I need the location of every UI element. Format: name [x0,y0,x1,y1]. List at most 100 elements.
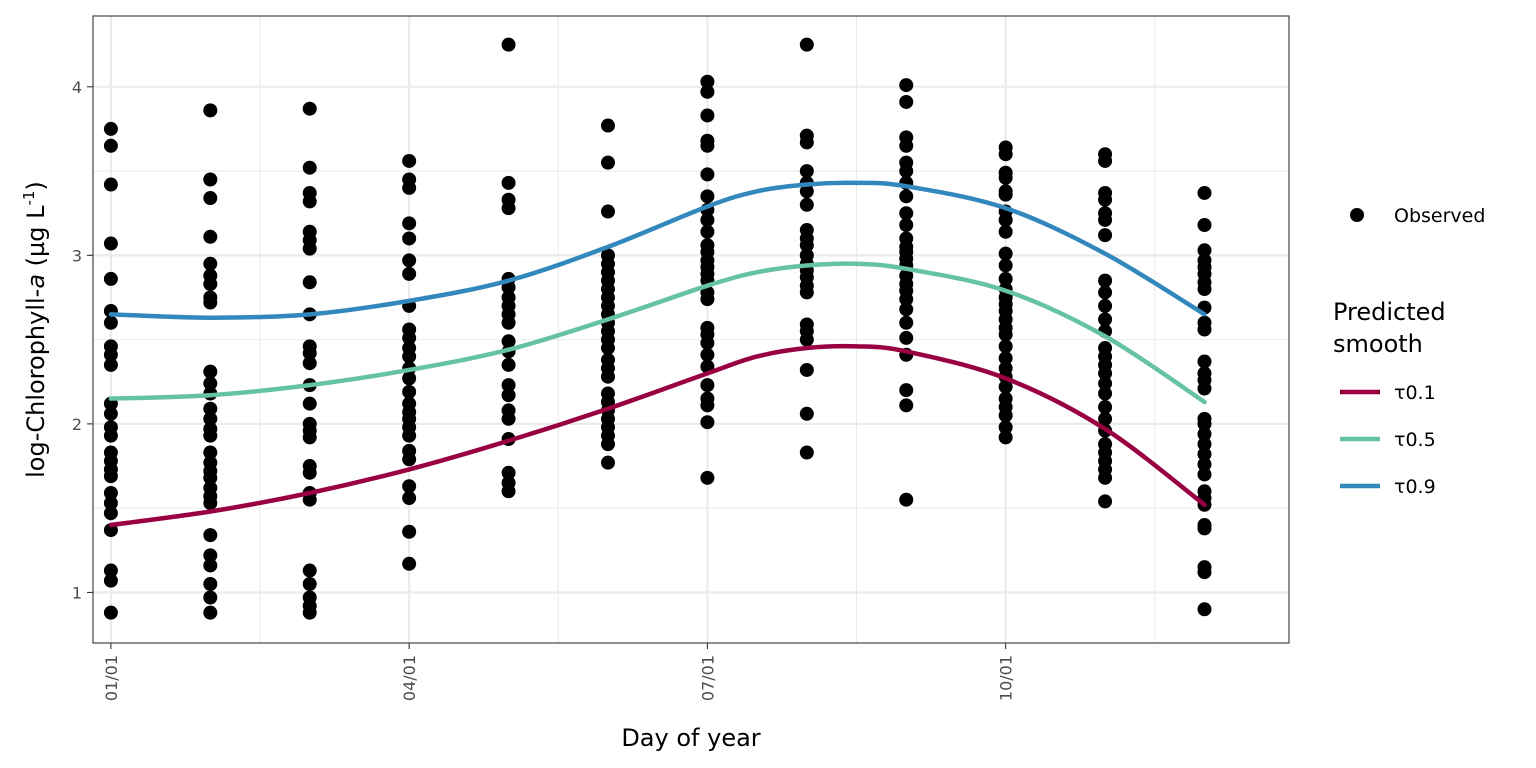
observed-point [799,238,814,253]
observed-point [998,212,1013,227]
observed-point [700,189,715,204]
observed-point [402,428,417,443]
smooth-lines [108,180,1207,528]
observed-point [402,384,417,399]
observed-point [700,74,715,89]
observed-point [998,246,1013,261]
observed-point [302,430,317,445]
observed-point [103,506,118,521]
observed-point [600,155,615,170]
observed-point [501,465,516,480]
observed-point [1197,416,1212,431]
observed-point [799,362,814,377]
legend-observed-label: Observed [1394,205,1485,227]
x-tick-label: 10/01 [997,655,1016,701]
observed-point [402,479,417,494]
observed-point [103,357,118,372]
observed-point [203,605,218,620]
smooth-line-τ0.1 [108,343,1207,528]
x-tick-label: 04/01 [400,655,419,701]
observed-point [998,351,1013,366]
observed-point [998,379,1013,394]
observed-point [899,94,914,109]
observed-point [203,590,218,605]
y-tick-label: 3 [72,246,82,265]
legend-smooth-title-line1: Predicted [1333,298,1446,326]
observed-point [1197,427,1212,441]
observed-point [899,138,914,153]
observed-point [1197,521,1212,536]
observed-point [203,172,218,187]
y-tick-label: 1 [72,583,82,602]
observed-point [799,285,814,300]
observed-point [1098,212,1113,227]
observed-point [899,292,914,307]
observed-point [203,548,218,563]
observed-point [899,78,914,93]
observed-point [1197,354,1212,369]
observed-point [302,577,317,592]
observed-point [998,187,1013,202]
observed-point [799,37,814,52]
y-tick-label: 4 [72,78,82,97]
observed-point [203,364,218,379]
observed-point [402,556,417,571]
observed-points [103,37,1212,620]
legend-smooth-title-line2: smooth [1333,330,1423,358]
observed-point [1197,457,1212,472]
observed-point [799,184,814,199]
y-axis-title-italic: a [22,274,50,289]
observed-point [402,231,417,246]
observed-point [501,378,516,393]
observed-point [302,101,317,116]
y-axis: 1 2 3 4 [72,78,93,602]
observed-point [203,256,218,271]
observed-point [1197,243,1212,258]
observed-point [302,605,317,620]
observed-point [501,484,516,499]
legend: Observed Predicted smooth τ0.1 τ0.5 τ0.9 [1333,205,1485,498]
observed-point [899,398,914,413]
observed-point [203,276,218,291]
observed-point [402,371,417,386]
observed-point [203,229,218,244]
observed-point [1098,192,1113,207]
observed-point [1098,153,1113,168]
observed-point [899,383,914,398]
observed-point [402,253,417,268]
observed-point [103,573,118,588]
observed-point [600,437,615,452]
observed-point [899,218,914,232]
observed-point [600,369,615,384]
observed-point [302,346,317,361]
observed-point [700,335,715,350]
observed-point [302,275,317,290]
observed-point [1098,376,1113,391]
observed-point [501,411,516,426]
observed-point [103,563,118,578]
observed-point [799,197,814,212]
observed-point [203,295,218,310]
y-axis-title-prefix: log-Chlorophyll- [22,289,50,478]
observed-point [103,496,118,511]
observed-point [501,175,516,190]
observed-point [1098,228,1113,243]
observed-point [302,241,317,256]
minor-gridlines [93,16,1289,643]
observed-point [302,492,317,507]
smooth-line-τ0.9 [108,180,1207,320]
observed-point [998,258,1013,273]
observed-point [998,339,1013,354]
observed-point [302,194,317,209]
observed-point [1197,467,1212,482]
observed-point [302,160,317,175]
y-axis-title-unit: (µg L [22,205,50,274]
smooth-line-τ0.5 [108,261,1207,405]
observed-point [203,577,218,592]
observed-point [103,271,118,286]
observed-point [899,330,914,345]
observed-point [103,347,118,362]
observed-point [1098,411,1113,426]
observed-point [1098,400,1113,415]
observed-point [402,452,417,467]
